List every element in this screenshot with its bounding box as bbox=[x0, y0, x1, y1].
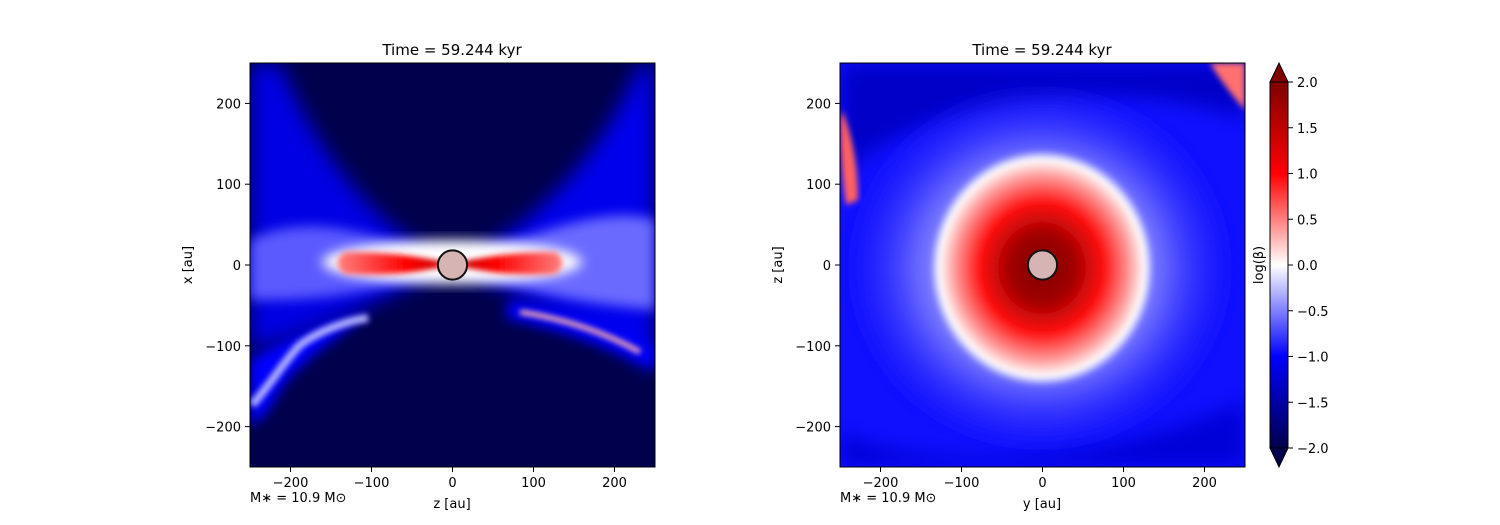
colorbar-label: log(β) bbox=[1252, 246, 1267, 284]
left-xtick-label: −100 bbox=[354, 476, 390, 491]
left-sink-particle bbox=[436, 249, 469, 281]
colorbar-extend-min bbox=[1269, 447, 1289, 469]
colorbar-gradient bbox=[1270, 82, 1288, 448]
right-xtick-label: 100 bbox=[1111, 476, 1136, 491]
colorbar-tick-label: 0.5 bbox=[1297, 213, 1318, 228]
colorbar-tick-label: 0.0 bbox=[1297, 259, 1318, 274]
right-xtick-label: −200 bbox=[863, 476, 899, 491]
colorbar: −2.0 −1.5 −1.0 −0.5 0.0 0.5 1.0 1.5 2.0 log(β) bbox=[1252, 61, 1329, 469]
panel-right-title: Time = 59.244 kyr bbox=[971, 41, 1112, 59]
left-xtick-label: −200 bbox=[273, 476, 309, 491]
left-xtick-label: 0 bbox=[448, 476, 456, 491]
left-ytick-label: −100 bbox=[205, 340, 241, 355]
right-ytick-label: 200 bbox=[806, 97, 831, 112]
panel-left-title: Time = 59.244 kyr bbox=[381, 41, 522, 59]
panel-left-xlabel: z [au] bbox=[433, 497, 470, 512]
colorbar-tick-label: 1.5 bbox=[1297, 122, 1318, 137]
panel-right-xlabel: y [au] bbox=[1023, 497, 1061, 512]
colorbar-tick-label: 2.0 bbox=[1297, 76, 1318, 91]
left-ytick-label: 100 bbox=[216, 178, 241, 193]
left-ytick-label: −200 bbox=[205, 421, 241, 436]
colorbar-tick-label: −2.0 bbox=[1297, 442, 1329, 457]
colorbar-tick-label: 1.0 bbox=[1297, 168, 1318, 183]
left-ytick-label: 200 bbox=[216, 97, 241, 112]
left-xtick-label: 200 bbox=[602, 476, 627, 491]
panel-left-ylabel: x [au] bbox=[181, 246, 196, 284]
right-xtick-label: 0 bbox=[1038, 476, 1046, 491]
panel-right-ylabel: z [au] bbox=[771, 246, 786, 283]
right-sink-particle bbox=[1026, 249, 1059, 281]
left-ytick-label: 0 bbox=[233, 259, 241, 274]
right-ytick-label: −100 bbox=[795, 340, 831, 355]
right-xtick-label: 200 bbox=[1192, 476, 1217, 491]
panel-left-mass-annotation: M∗ = 10.9 M⊙ bbox=[250, 491, 346, 506]
colorbar-tick-label: −1.5 bbox=[1297, 396, 1329, 411]
colorbar-extend-max bbox=[1269, 61, 1289, 83]
right-ytick-label: 0 bbox=[823, 259, 831, 274]
panel-right-mass-annotation: M∗ = 10.9 M⊙ bbox=[840, 491, 936, 506]
colorbar-tick-label: −1.0 bbox=[1297, 351, 1329, 366]
left-xtick-label: 100 bbox=[521, 476, 546, 491]
right-ytick-label: −200 bbox=[795, 421, 831, 436]
colorbar-tick-label: −0.5 bbox=[1297, 305, 1329, 320]
panel-left-image bbox=[250, 63, 655, 467]
right-xtick-label: −100 bbox=[944, 476, 980, 491]
right-ytick-label: 100 bbox=[806, 178, 831, 193]
